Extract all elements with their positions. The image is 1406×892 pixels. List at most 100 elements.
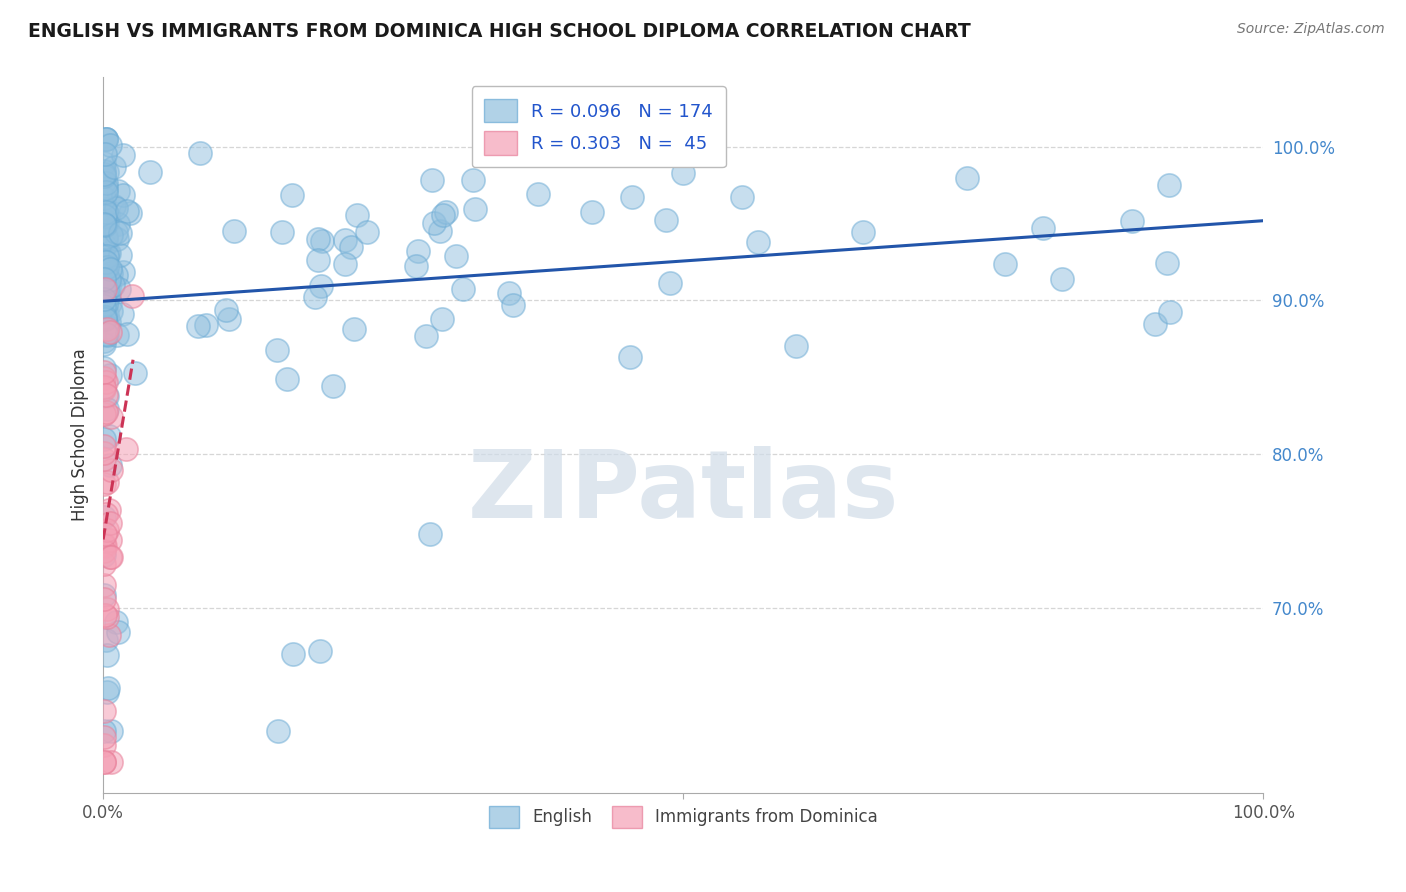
Point [96,250,118,264]
Point [406,244,429,258]
Point [108,282,131,296]
Point [93,724,115,739]
Point [215,303,238,318]
Point [105,615,128,629]
Point [108,227,131,241]
Point [93,204,115,219]
Point [94,527,117,541]
Point [93,730,115,744]
Point [93,156,115,170]
Point [100,266,122,280]
Point [98,628,121,642]
Point [94,507,117,521]
Point [107,624,129,639]
Point [93,281,115,295]
Point [956,171,979,186]
Point [96,132,118,146]
Point [463,173,485,187]
Point [93,334,115,348]
Point [112,147,135,161]
Point [429,224,451,238]
Point [93,184,115,198]
Point [498,286,520,301]
Point [343,322,366,336]
Point [93,432,115,446]
Point [311,234,333,248]
Point [93,175,115,189]
Point [97,280,120,294]
Point [423,216,446,230]
Point [104,268,127,282]
Point [104,225,127,239]
Point [1156,256,1178,270]
Text: ENGLISH VS IMMIGRANTS FROM DOMINICA HIGH SCHOOL DIPLOMA CORRELATION CHART: ENGLISH VS IMMIGRANTS FROM DOMINICA HIGH… [28,22,972,41]
Point [93,254,115,268]
Point [453,282,475,296]
Point [93,299,115,313]
Point [93,510,115,524]
Point [96,524,118,538]
Point [94,176,117,190]
Point [115,327,138,342]
Point [527,187,550,202]
Point [93,446,115,460]
Point [93,548,115,562]
Point [94,312,117,326]
Point [502,298,524,312]
Point [222,224,245,238]
Point [93,201,115,215]
Point [346,208,368,222]
Point [405,259,427,273]
Point [103,160,125,174]
Legend: English, Immigrants from Dominica: English, Immigrants from Dominica [482,799,884,834]
Point [93,538,115,552]
Point [93,539,115,553]
Point [110,248,132,262]
Point [747,235,769,249]
Point [93,382,115,396]
Point [100,261,122,276]
Point [93,739,115,753]
Point [96,632,118,647]
Point [276,372,298,386]
Point [267,724,290,739]
Point [94,262,117,277]
Point [581,205,603,219]
Point [93,272,115,286]
Point [93,578,115,592]
Point [307,252,329,267]
Point [655,212,678,227]
Point [100,724,122,739]
Point [94,181,117,195]
Point [93,440,115,454]
Point [98,295,121,310]
Point [93,704,115,718]
Point [1121,214,1143,228]
Point [93,558,115,572]
Point [121,289,143,303]
Point [96,319,118,334]
Point [93,310,115,325]
Point [430,312,453,326]
Point [93,293,115,307]
Point [422,173,444,187]
Point [96,217,118,231]
Point [464,202,486,217]
Point [93,260,115,275]
Point [271,225,294,239]
Point [94,255,117,269]
Point [94,186,117,200]
Point [93,379,115,393]
Point [994,256,1017,270]
Point [658,277,681,291]
Point [93,407,115,421]
Point [103,199,125,213]
Point [105,232,128,246]
Point [218,312,240,326]
Point [96,388,118,402]
Point [107,327,129,342]
Point [96,389,118,403]
Point [93,239,115,253]
Point [94,218,117,232]
Point [97,285,120,300]
